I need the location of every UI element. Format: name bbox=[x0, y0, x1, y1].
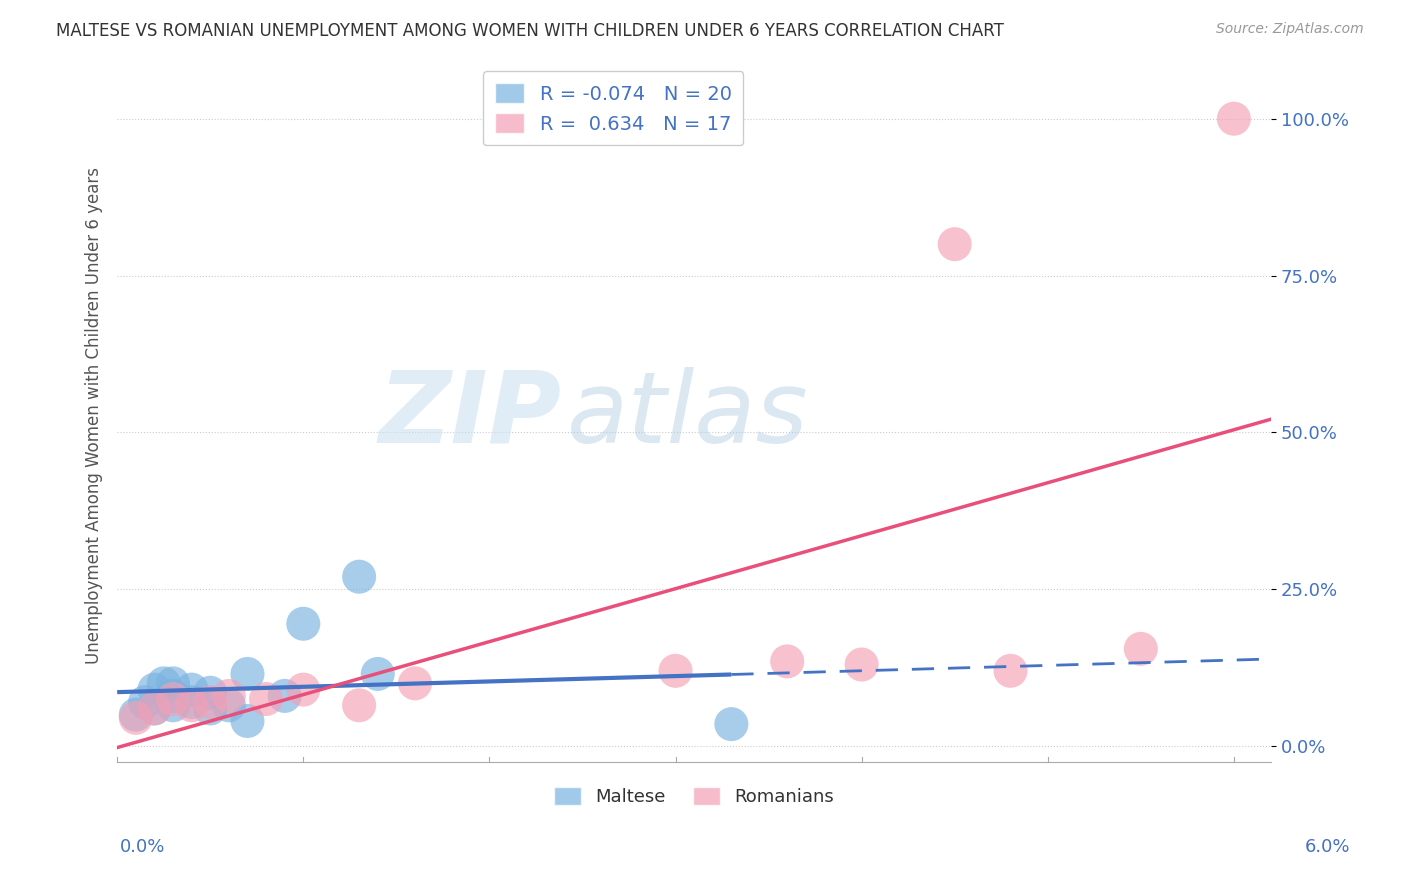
Point bbox=[180, 695, 202, 709]
Point bbox=[236, 714, 259, 728]
Text: MALTESE VS ROMANIAN UNEMPLOYMENT AMONG WOMEN WITH CHILDREN UNDER 6 YEARS CORRELA: MALTESE VS ROMANIAN UNEMPLOYMENT AMONG W… bbox=[56, 22, 1004, 40]
Point bbox=[134, 695, 156, 709]
Text: atlas: atlas bbox=[567, 367, 808, 464]
Point bbox=[125, 711, 148, 725]
Point bbox=[200, 695, 222, 709]
Point bbox=[1223, 112, 1246, 126]
Point bbox=[254, 692, 277, 706]
Legend: Maltese, Romanians: Maltese, Romanians bbox=[546, 778, 844, 815]
Point bbox=[180, 698, 202, 713]
Point bbox=[200, 701, 222, 715]
Text: 0.0%: 0.0% bbox=[120, 838, 165, 856]
Point bbox=[162, 676, 184, 690]
Point bbox=[720, 717, 742, 731]
Point bbox=[218, 689, 240, 703]
Point bbox=[943, 237, 966, 252]
Point bbox=[273, 689, 295, 703]
Point bbox=[143, 701, 166, 715]
Point bbox=[347, 698, 370, 713]
Point bbox=[236, 667, 259, 681]
Point bbox=[292, 616, 315, 631]
Point bbox=[367, 667, 389, 681]
Point bbox=[152, 676, 174, 690]
Point bbox=[404, 676, 426, 690]
Point bbox=[162, 689, 184, 703]
Text: Source: ZipAtlas.com: Source: ZipAtlas.com bbox=[1216, 22, 1364, 37]
Point bbox=[1129, 641, 1152, 656]
Text: 6.0%: 6.0% bbox=[1305, 838, 1350, 856]
Point bbox=[162, 692, 184, 706]
Text: ZIP: ZIP bbox=[378, 367, 561, 464]
Point bbox=[218, 698, 240, 713]
Point bbox=[143, 682, 166, 697]
Point bbox=[292, 682, 315, 697]
Point bbox=[776, 654, 799, 668]
Point bbox=[180, 682, 202, 697]
Point bbox=[664, 664, 686, 678]
Point bbox=[347, 570, 370, 584]
Point bbox=[162, 698, 184, 713]
Y-axis label: Unemployment Among Women with Children Under 6 years: Unemployment Among Women with Children U… bbox=[86, 167, 103, 664]
Point bbox=[851, 657, 873, 672]
Point bbox=[1000, 664, 1022, 678]
Point bbox=[200, 686, 222, 700]
Point bbox=[143, 701, 166, 715]
Point bbox=[125, 707, 148, 722]
